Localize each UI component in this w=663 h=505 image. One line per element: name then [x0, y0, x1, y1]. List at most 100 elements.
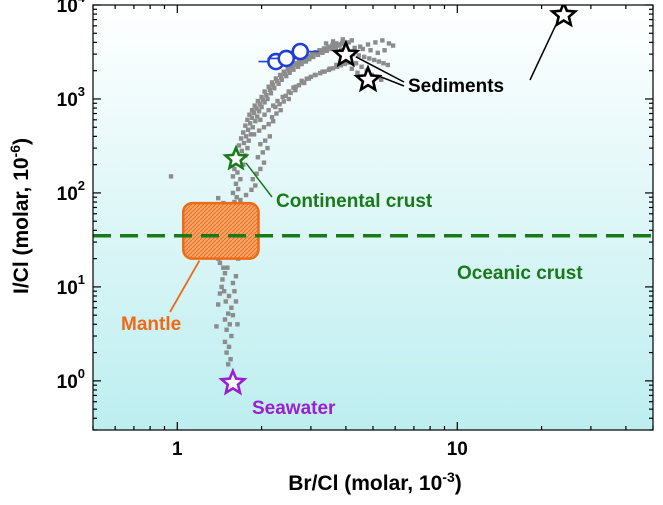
gray-sample-point [368, 48, 373, 53]
gray-sample-point [241, 162, 246, 167]
leader-lines [169, 24, 557, 313]
gray-sample-point [226, 311, 231, 316]
gray-sample-point [168, 174, 174, 179]
gray-sample-point [265, 96, 270, 102]
gray-sample-point [269, 80, 275, 85]
gray-sample-point [247, 112, 252, 117]
gray-sample-point [265, 145, 270, 151]
mantle-box [181, 201, 260, 260]
sediment-star [331, 39, 361, 68]
gray-sample-point [277, 101, 282, 107]
gray-sample-point [285, 66, 290, 71]
gray-sample-point [260, 150, 265, 155]
gray-sample-point [239, 148, 245, 154]
gray-sample-point [216, 302, 221, 307]
gray-sample-point [241, 130, 246, 135]
continental-leader-line [245, 162, 273, 198]
gray-sample-point [262, 112, 267, 117]
gray-sample-point [286, 96, 291, 102]
gray-sample-point [243, 123, 248, 128]
gray-sample-point [247, 121, 253, 126]
gray-sample-point [270, 118, 276, 124]
y-tick-label: 103 [57, 84, 85, 111]
gray-sample-point [238, 177, 243, 182]
x-tick-label: 1 [172, 439, 183, 460]
gray-sample-point [222, 317, 228, 322]
gray-sample-point [281, 99, 286, 104]
gray-sample-point [246, 138, 251, 143]
gray-sample-point [233, 273, 239, 279]
gray-sample-point [376, 59, 382, 64]
gray-sample-point [365, 42, 371, 47]
gray-sample-point [266, 84, 271, 89]
gray-sample-point [226, 362, 231, 367]
gray-sample-point [273, 76, 279, 81]
gray-sample-point [359, 64, 364, 69]
gray-sample-point [255, 155, 261, 160]
gray-sample-point [266, 107, 271, 113]
gray-sample-point [238, 197, 243, 203]
plot-background [93, 5, 653, 430]
gray-sample-point [349, 38, 354, 43]
gray-sample-point [318, 71, 323, 76]
gray-sample-point [296, 58, 302, 63]
gray-sample-point [308, 74, 314, 80]
gray-sample-point [326, 44, 331, 49]
reference-stars [218, 5, 579, 396]
gray-sample-point [339, 40, 345, 46]
gray-sample-point [232, 288, 237, 294]
gray-sample-point [256, 109, 262, 114]
gray-sample-point [262, 89, 267, 94]
gray-sample-point [330, 42, 335, 48]
gray-sample-point [227, 322, 232, 327]
gray-sample-point [223, 299, 228, 304]
gray-sample-point [278, 107, 283, 113]
gray-sample-point [226, 293, 232, 299]
gray-sample-point [279, 77, 284, 82]
gray-sample-point [274, 111, 279, 116]
gray-sample-point [258, 117, 263, 123]
gray-sample-point [254, 106, 259, 111]
gray-sample-point [304, 76, 309, 81]
gray-sample-point [330, 66, 336, 71]
gray-sample-point [245, 117, 250, 123]
annotation-mantle: Mantle [121, 314, 181, 335]
gray-sample-point [232, 166, 237, 172]
y-tick-label: 101 [57, 272, 85, 299]
gray-sample-point [266, 121, 271, 127]
gray-sample-point [222, 270, 228, 276]
gray-sample-point [273, 104, 278, 110]
gray-sample-point [230, 312, 236, 318]
gray-sample-point [302, 80, 307, 86]
gray-sample-point [261, 160, 267, 165]
gray-sample-point [253, 118, 258, 124]
gray-sample-point [326, 67, 332, 73]
gray-sample-point [214, 324, 219, 329]
gray-sample-point [272, 86, 277, 91]
continental-crust-star [222, 144, 250, 171]
gray-sample-point [233, 181, 239, 187]
gray-sample-point [372, 57, 377, 63]
axis-ticks: 1 10 100 101 102 103 104 [57, 0, 654, 460]
gray-sample-point [252, 103, 257, 108]
gray-sample-point [268, 91, 274, 96]
blue-sample-point [277, 49, 296, 68]
gray-sample-point [255, 98, 261, 104]
gray-sample-point [235, 170, 240, 175]
gray-sample-point [361, 54, 367, 60]
gray-sample-point [253, 183, 258, 188]
annotation-oceanic-crust: Oceanic crust [457, 263, 583, 284]
sediment-star [353, 64, 383, 93]
gray-sample-point [221, 288, 227, 294]
gray-sample-point [330, 39, 336, 44]
gray-sample-point [259, 94, 264, 100]
gray-sample-point [280, 94, 285, 100]
gray-sample-point [245, 127, 251, 132]
gray-sample-point [226, 344, 232, 350]
gray-sample-point [230, 190, 236, 196]
sediments-leader-line [377, 75, 405, 87]
gray-sample-point [262, 100, 267, 105]
gray-sample-point [274, 78, 280, 84]
gray-sample-point [340, 37, 345, 42]
